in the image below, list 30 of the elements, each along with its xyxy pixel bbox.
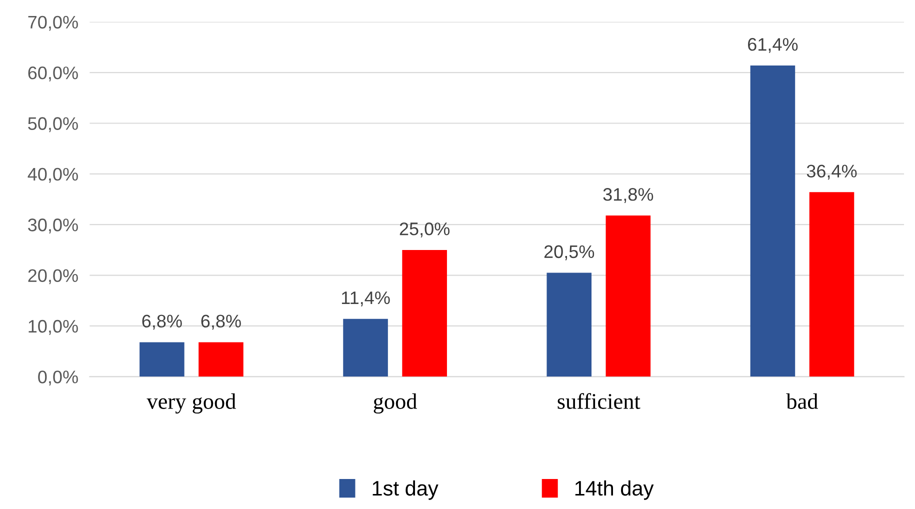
y-tick-label: 60,0% <box>28 66 78 82</box>
data-label: 11,4% <box>342 291 390 306</box>
bar <box>750 65 796 377</box>
y-tick-label: 70,0% <box>28 16 78 31</box>
data-label: 25,0% <box>400 222 450 238</box>
x-tick-label: bad <box>786 393 818 409</box>
data-label: 6,8% <box>142 314 182 330</box>
data-label: 31,8% <box>603 188 654 203</box>
y-tick-label: 10,0% <box>28 320 78 335</box>
y-tick-label: 30,0% <box>28 218 78 234</box>
legend-label: 1st day <box>372 480 438 500</box>
data-label: 61,4% <box>748 38 798 53</box>
bar <box>140 342 184 377</box>
bar <box>809 192 854 377</box>
y-tick-label: 50,0% <box>28 117 78 132</box>
data-label: 20,5% <box>544 245 594 260</box>
bar <box>198 342 244 377</box>
data-label: 36,4% <box>806 164 857 180</box>
bar <box>402 250 447 377</box>
y-tick-label: 0,0% <box>38 370 78 386</box>
bar <box>606 215 651 377</box>
y-tick-label: 40,0% <box>28 168 78 183</box>
legend-label: 14th day <box>575 480 654 500</box>
y-tick-label: 20,0% <box>28 269 78 284</box>
x-tick-label: sufficient <box>558 393 640 409</box>
bar <box>343 318 388 377</box>
x-tick-label: good <box>374 393 418 414</box>
bar <box>546 272 592 377</box>
x-tick-label: very good <box>146 393 236 414</box>
data-label: 6,8% <box>201 314 241 330</box>
